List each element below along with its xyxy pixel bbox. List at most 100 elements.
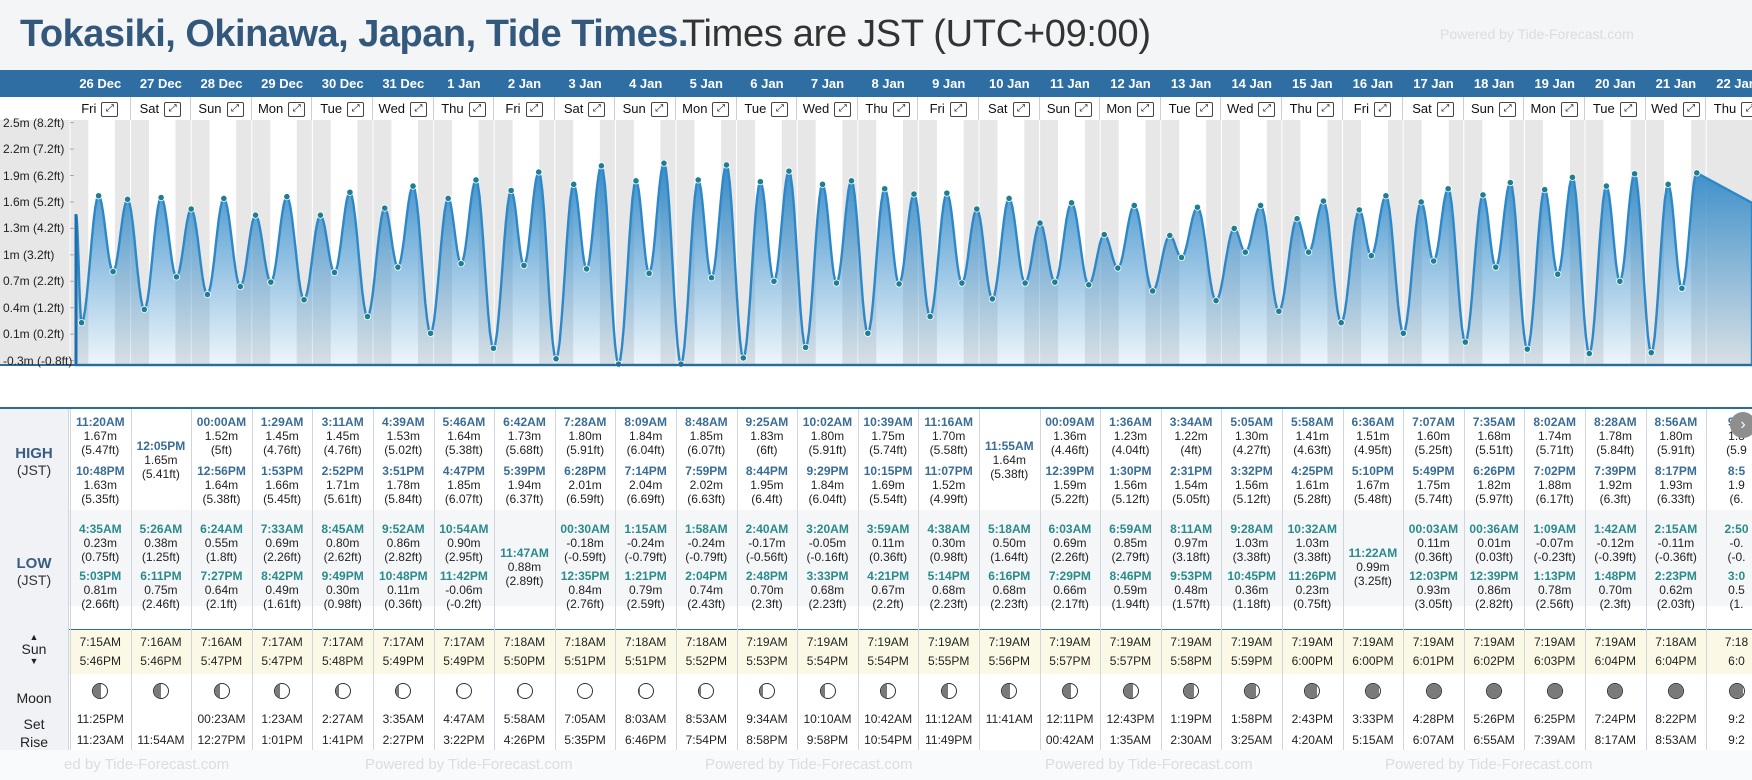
expand-icon[interactable]: ⤢ [1373,102,1391,118]
tide-point [472,176,480,184]
expand-icon[interactable]: ⤢ [1741,102,1752,118]
high-tide-time: 00:09AM [1045,415,1095,429]
expand-icon[interactable]: ⤢ [410,102,428,118]
tide-point [832,279,841,287]
tide-point [1430,257,1438,265]
sunset-time: 5:50PM [503,654,546,668]
expand-icon[interactable]: ⤢ [712,102,730,118]
date-label: 16 Jan [1352,76,1394,91]
expand-icon[interactable]: ⤢ [588,102,606,118]
tide-point [722,161,731,169]
low-tide-time: 8:46PM [1109,569,1152,583]
high-tide-entry: 7:28AM 1.80m (5.91ft) [555,415,616,457]
expand-icon[interactable]: ⤢ [834,102,852,118]
high-tide-entry: 7:39PM 1.92m (6.3ft) [1585,464,1646,506]
expand-icon[interactable]: ⤢ [525,102,543,118]
tide-point [988,295,996,303]
high-tide-height-ft: (5.02ft) [384,443,423,457]
low-tide-height-m: 0.66m [1053,583,1087,597]
low-tide-entry: 2:15AM -0.11m (-0.36ft) [1646,522,1707,564]
low-tide-entry: 6:59AM 0.85m (2.79ft) [1100,522,1161,564]
high-tide-entry: 1:36AM 1.23m (4.04ft) [1100,415,1161,457]
sunrise-time: 7:19AM [1534,635,1576,649]
expand-icon[interactable]: ⤢ [892,102,910,118]
expand-icon[interactable]: ⤢ [771,102,789,118]
tide-point [330,268,339,277]
moon-shade [456,684,459,698]
expand-icon[interactable]: ⤢ [1619,102,1637,118]
low-tide-height-m: 0.48m [1174,583,1208,597]
expand-icon[interactable]: ⤢ [347,102,365,118]
expand-icon[interactable]: ⤢ [1258,102,1276,118]
high-tide-height-ft: (6.3ft) [1599,492,1631,506]
expand-icon[interactable]: ⤢ [101,102,119,118]
low-tide-height-m: -0.24m [627,536,665,550]
moonrise-time: 12:27PM [197,733,246,747]
weekday-cell: Mon ⤢ [1524,97,1585,120]
expand-icon[interactable]: ⤢ [1499,102,1517,118]
moonset-time: 6:25PM [1534,712,1576,726]
tide-point [1506,178,1514,187]
high-tide-height-ft: (6.04ft) [626,443,665,457]
low-tide-height-m: 0.69m [1053,536,1087,550]
expand-icon[interactable]: ⤢ [1136,102,1154,118]
tide-point [802,343,810,351]
low-tide-height-ft: (-0.2ft) [446,597,482,611]
low-tide-height-m: 0.70m [1598,583,1632,597]
sunrise-time: 7:19AM [1473,635,1515,649]
expand-icon[interactable]: ⤢ [1560,102,1578,118]
column-separator [1403,409,1405,750]
low-tide-height-m: 0.68m [810,583,845,597]
expand-icon[interactable]: ⤢ [1682,102,1700,118]
sun-label: Sun [21,641,47,657]
expand-icon[interactable]: ⤢ [1074,102,1092,118]
expand-icon[interactable]: ⤢ [949,102,967,118]
weekday-cell: Mon ⤢ [676,97,737,120]
tide-point [1085,281,1093,289]
expand-icon[interactable]: ⤢ [164,102,182,118]
weekday-cell: Mon ⤢ [1100,97,1161,120]
expand-icon[interactable]: ⤢ [1012,102,1030,118]
moonset-time: 12:11PM [1046,712,1094,726]
high-tide-height-m: 1.52m [204,429,239,443]
low-tide-time: 10:54AM [439,522,489,536]
tide-point [1021,279,1029,287]
high-tide-time: 5:05AM [1230,415,1274,429]
low-tide-height-ft: (3.25ft) [1353,574,1392,588]
sunrise-time: 7:19AM [806,635,849,649]
low-tide-entry: 3:33PM 0.68m (2.23ft) [797,569,858,611]
expand-icon[interactable]: ⤢ [288,102,306,118]
tide-point [1355,206,1363,214]
high-tide-height-ft: (6.63ft) [687,492,726,506]
low-tide-height-m: 0.90m [447,536,481,550]
weekday-label: Thu [1713,101,1737,116]
moon-phase-icon [819,683,836,699]
high-tide-height-m: 1.64m [992,453,1026,467]
sunset-arrow-icon: ▼ [29,656,39,666]
weekday-label: Mon [257,101,284,116]
expand-icon[interactable]: ⤢ [1436,102,1454,118]
high-label: HIGH [15,445,53,462]
low-tide-height-m: 0.80m [326,536,360,550]
expand-icon[interactable]: ⤢ [650,102,668,118]
weekday-label: Sun [622,101,646,116]
moonrise-time: 1:41PM [322,733,364,747]
expand-icon[interactable]: ⤢ [226,102,244,118]
moonrise-time: 2:27PM [382,733,424,747]
low-tide-time: 7:27PM [200,569,243,583]
expand-icon[interactable]: ⤢ [1195,102,1213,118]
tide-point [1382,192,1390,200]
sunset-time: 5:51PM [625,654,667,668]
high-tide-entry: 5:05AM 1.30m (4.27ft) [1221,415,1282,457]
expand-icon[interactable]: ⤢ [468,102,486,118]
low-tide-height-m: 0.74m [689,583,723,597]
low-tide-time: 6:11PM [140,569,182,583]
high-tide-time: 1:53PM [261,464,304,478]
low-tide-height-m: 0.84m [568,583,602,597]
scroll-right-icon[interactable]: › [1730,412,1752,438]
expand-icon[interactable]: ⤢ [1317,102,1334,118]
tide-chart-svg [0,120,1752,368]
weekday-label: Mon [1530,101,1556,116]
high-tide-height-ft: (5.71ft) [1535,443,1574,457]
weekday-cell: Wed ⤢ [373,97,434,120]
